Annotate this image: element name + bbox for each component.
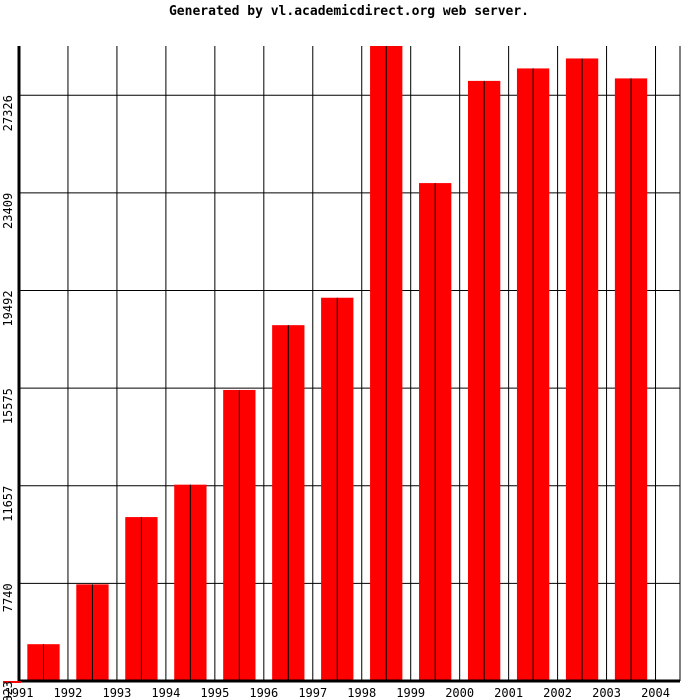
chart-title: Generated by vl.academicdirect.org web s… [169,4,529,19]
x-tick-label: 2002 [543,686,572,700]
y-tick-label: 15575 [1,388,15,424]
x-tick-label: 2004 [641,686,670,700]
bars-layer [27,46,648,682]
x-tick-label: 1991 [5,686,34,700]
x-tick-label: 1993 [102,686,131,700]
x-tick-label: 2003 [592,686,621,700]
y-tick-label: 7740 [1,583,15,612]
x-tick-label: 1998 [347,686,376,700]
x-tick-label: 1999 [396,686,425,700]
x-tick-label: 2001 [494,686,523,700]
y-tick-labels: 3823 7740 11657 15575 19492 23409 27326 [1,95,15,700]
x-tick-label: 1996 [249,686,278,700]
y-tick-label: 19492 [1,290,15,326]
x-tick-label: 1995 [200,686,229,700]
x-tick-label: 1997 [298,686,327,700]
x-tick-labels: 1991 1992 1993 1994 1995 1996 1997 1998 1999 2000… [5,686,670,700]
x-tick-label: 2000 [445,686,474,700]
x-tick-label: 1994 [151,686,180,700]
y-tick-label: 11657 [1,486,15,522]
y-tick-label: 3823 [1,681,15,700]
x-tick-label: 1992 [54,686,83,700]
y-tick-label: 23409 [1,193,15,229]
axis-layer [3,46,680,683]
y-tick-label: 27326 [1,95,15,131]
